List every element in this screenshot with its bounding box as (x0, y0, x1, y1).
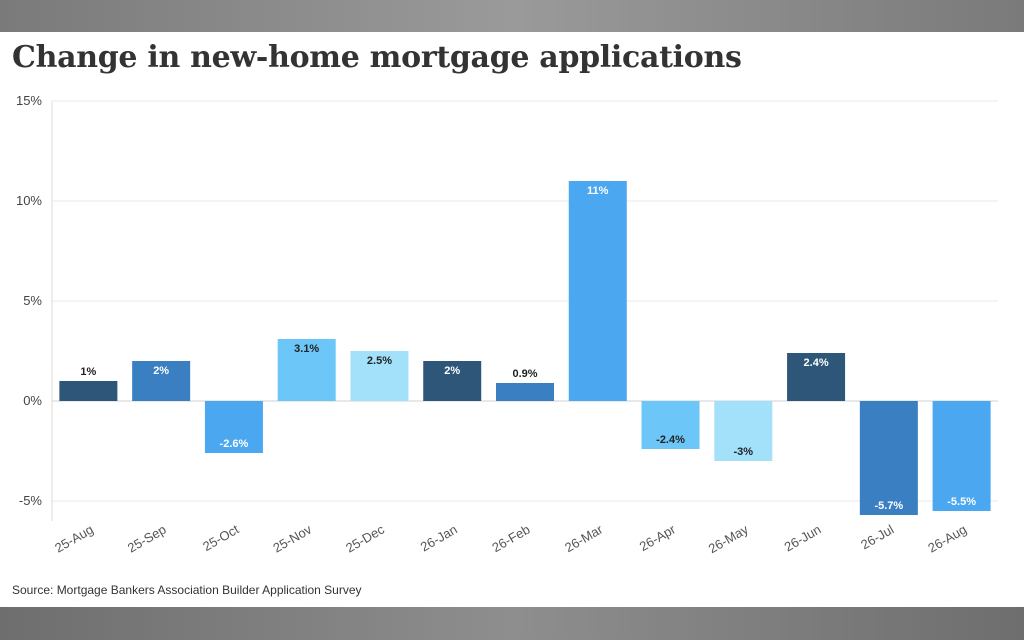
x-tick-label: 26-Aug (925, 522, 969, 556)
data-label: -3% (734, 446, 754, 458)
data-label: -5.5% (947, 496, 976, 508)
y-tick-label: -5% (19, 493, 43, 508)
y-tick-label: 10% (16, 193, 42, 208)
x-tick-label: 25-Nov (270, 521, 314, 555)
data-label: 1% (80, 366, 96, 378)
data-label: 11% (587, 185, 609, 197)
bar (932, 401, 991, 511)
bar (204, 401, 263, 453)
x-tick-label: 25-Dec (343, 521, 387, 555)
bar-chart: -5% 0% 5% 10% 15% 1% 25-Aug 2% 25-Sep -2.6% 25-Oct… (16, 93, 998, 556)
bar (350, 351, 409, 401)
data-label: 2% (153, 365, 169, 377)
y-tick-label: 0% (23, 393, 42, 408)
x-tick-label: 26-Apr (637, 521, 679, 554)
data-label: 2% (444, 365, 460, 377)
source-note: Source: Mortgage Bankers Association Bui… (12, 583, 362, 597)
x-tick-label: 26-May (706, 521, 751, 556)
data-label: -5.7% (874, 500, 903, 512)
bar (787, 353, 846, 401)
x-tick-label: 26-Jul (858, 522, 896, 553)
data-label: -2.6% (220, 438, 249, 450)
bar (423, 361, 482, 401)
data-label: 2.5% (367, 355, 392, 367)
x-tick-label: 26-Feb (489, 522, 532, 556)
data-label: 2.4% (804, 357, 829, 369)
x-tick-label: 25-Sep (125, 522, 169, 556)
bar (641, 401, 700, 449)
y-tick-label: 5% (23, 293, 42, 308)
x-tick-label: 25-Aug (52, 522, 96, 556)
y-tick-label: 15% (16, 93, 42, 108)
x-tick-label: 26-Jan (418, 522, 460, 555)
bar (714, 401, 773, 461)
x-tick-label: 26-Jun (782, 522, 824, 555)
bar (277, 339, 336, 401)
chart-title: Change in new-home mortgage applications (12, 40, 742, 75)
bar (496, 383, 554, 401)
data-label: 3.1% (294, 343, 319, 355)
bar (132, 361, 191, 401)
bar (568, 181, 627, 401)
bar (59, 381, 118, 401)
background-top (0, 0, 1024, 32)
x-tick-label: 25-Oct (200, 521, 242, 554)
chart-card: Change in new-home mortgage applications… (0, 32, 1024, 607)
data-label: -2.4% (656, 434, 685, 446)
x-tick-label: 26-Mar (562, 521, 606, 555)
bar (859, 401, 918, 515)
background-bottom (0, 607, 1024, 640)
data-label: 0.9% (512, 368, 537, 380)
